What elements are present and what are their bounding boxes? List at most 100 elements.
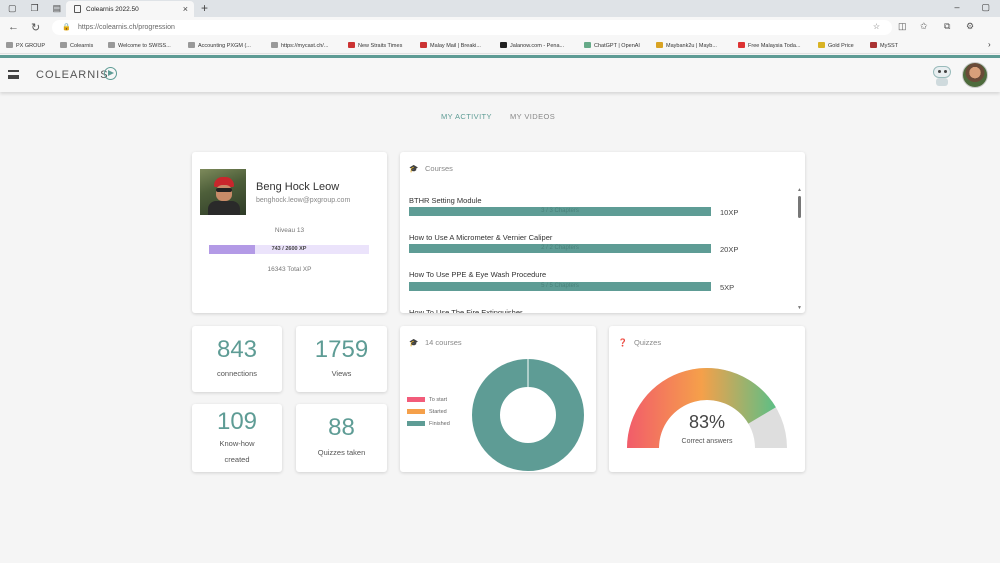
refresh-icon[interactable]: ↻ [31,22,41,34]
stat-value: 1759 [314,336,369,363]
graduation-cap-icon: 🎓 [409,164,419,173]
courses-donut-card: 🎓 14 courses To start Started Finished [400,326,596,472]
course-progress-bar: 3 / 3 Chapters [409,207,711,216]
bookmark-item[interactable]: Jalanow.com - Pena... [500,42,564,49]
stat-card-know-how: 109 Know-how created [192,404,282,472]
folder-icon [6,42,13,48]
scroll-up-icon[interactable]: ▲ [797,187,802,193]
courses-card-header: 🎓 Courses [409,164,453,173]
split-screen-icon[interactable]: ◫ [898,21,907,31]
maximize-icon[interactable]: ▢ [981,2,990,12]
site-icon [870,42,877,48]
site-icon [420,42,427,48]
user-avatar[interactable] [962,62,988,88]
course-title[interactable]: How To Use The Fire Extinguisher [409,308,523,313]
course-progress-bar: 5 / 5 Chapters [409,282,711,291]
stat-card-quizzes-taken: 88 Quizzes taken [296,404,387,472]
quizzes-card: ❓ Quizzes 83% Correct answers [609,326,805,472]
workspaces-icon[interactable]: ▢ [8,3,17,13]
xp-progress-bar: 743 / 2600 XP [209,245,369,254]
tab-collections-icon[interactable]: ❐ [30,3,39,13]
bookmark-item[interactable]: https://mycast.ch/... [271,42,328,49]
stat-card-connections: 843 connections [192,326,282,392]
bookmark-item[interactable]: Welcome to SWISS... [108,42,171,49]
stat-label: Quizzes taken [317,448,366,457]
address-input[interactable]: 🔒 https://colearnis.ch/progression ☆ [52,20,892,35]
courses-scrollbar[interactable]: ▲ ▼ [797,187,802,312]
course-title[interactable]: How to Use A Micrometer & Vernier Calipe… [409,233,553,242]
tab-my-videos[interactable]: MY VIDEOS [510,112,556,121]
stat-card-views: 1759 Views [296,326,387,392]
legend-swatch [407,421,425,426]
site-icon [818,42,825,48]
bookmark-item[interactable]: Gold Price [818,42,854,49]
new-tab-button[interactable]: + [201,1,209,15]
bookmark-item[interactable]: ChatGPT | OpenAI [584,42,640,49]
course-chapters: 3 / 3 Chapters [541,208,579,214]
profile-email: benghock.leow@pxgroup.com [256,197,351,204]
bookmark-item[interactable]: Malay Mail | Breaki... [420,42,481,49]
minimize-icon[interactable]: – [954,2,960,12]
scroll-thumb[interactable] [798,196,801,218]
back-icon[interactable]: ← [8,21,19,33]
favorites-icon[interactable]: ✩ [920,21,928,31]
graduation-cap-icon: 🎓 [409,338,419,347]
profile-name: Beng Hock Leow [256,181,340,193]
app-accent-line [0,55,1000,58]
window-controls: – ▢ [932,2,990,13]
course-title[interactable]: BTHR Setting Module [409,196,482,205]
close-tab-icon[interactable]: × [182,4,188,14]
quiz-percent: 83% [688,412,726,432]
course-title[interactable]: How To Use PPE & Eye Wash Procedure [409,270,547,279]
page-icon [108,42,115,48]
menu-icon[interactable] [8,70,19,79]
courses-card: 🎓 Courses BTHR Setting Module 3 / 3 Chapt… [400,152,805,313]
legend-item: Finished [407,421,450,427]
tab-my-activity[interactable]: MY ACTIVITY [441,112,492,121]
stat-label: Know-how [219,439,255,448]
stat-value: 843 [216,336,258,363]
extensions-icon[interactable]: ⚙ [966,21,975,31]
vertical-tabs-icon[interactable]: ▤ [52,3,62,13]
site-icon [738,42,745,48]
bookmark-item[interactable]: MySST [870,42,898,49]
bookmark-item[interactable]: New Straits Times [348,42,402,49]
course-xp: 5XP [720,283,735,292]
stat-label: connections [216,369,258,378]
quiz-percent-label: Correct answers [681,438,733,445]
page-icon [74,5,81,13]
courses-donut-chart [472,359,584,471]
xp-progress-label: 743 / 2600 XP [271,246,307,252]
donut-card-header: 🎓 14 courses [409,338,462,347]
app-logo[interactable]: COLEARNIS [36,69,109,81]
course-progress-bar: 2 / 2 Chapters [409,244,711,253]
profile-card: Beng Hock Leow benghock.leow@pxgroup.com… [192,152,387,313]
bookmark-item[interactable]: Maybank2u | Mayb... [656,42,717,49]
stat-label: created [224,455,250,464]
course-xp: 20XP [720,245,739,254]
browser-tab-bar: ▢ ❐ ▤ Colearnis 2022.50 × + – ▢ [0,0,1000,17]
assistant-robot-icon[interactable] [931,63,953,87]
profile-photo [200,169,246,215]
xp-progress-fill [209,245,255,254]
tab-actions: ▢ ❐ ▤ [8,3,75,14]
favorites-star-icon[interactable]: ☆ [872,22,880,31]
stat-value: 88 [328,414,355,441]
bookmark-item[interactable]: PX GROUP [6,42,45,49]
bookmark-item[interactable]: Colearnis [60,42,93,49]
legend-swatch [407,409,425,414]
address-bar-row: ← ↻ 🔒 https://colearnis.ch/progression ☆… [0,17,1000,38]
scroll-down-icon[interactable]: ▼ [797,305,802,311]
site-icon [500,42,507,48]
legend-item: Started [407,409,447,415]
bookmarks-bar: PX GROUP Colearnis Welcome to SWISS... A… [0,38,1000,54]
url-text: https://colearnis.ch/progression [78,24,175,31]
bookmarks-overflow-icon[interactable]: › [988,40,991,49]
collections-icon[interactable]: ⧉ [944,21,951,31]
bookmark-item[interactable]: Free Malaysia Toda... [738,42,800,49]
browser-tab[interactable]: Colearnis 2022.50 × [66,1,194,17]
page-icon [60,42,67,48]
bookmark-item[interactable]: Accounting PXGM (... [188,42,251,49]
stat-value: 109 [216,408,258,435]
legend-swatch [407,397,425,402]
